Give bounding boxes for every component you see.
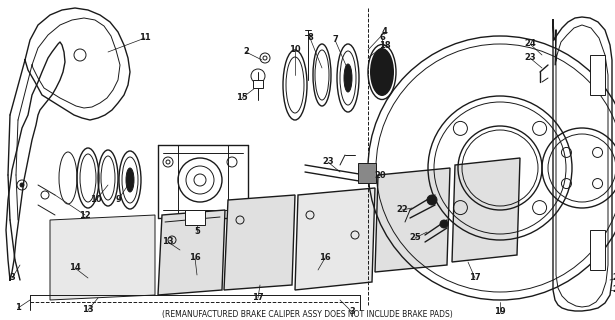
Bar — [590, 55, 605, 95]
Ellipse shape — [372, 51, 392, 93]
Polygon shape — [452, 158, 520, 262]
Text: 2: 2 — [243, 47, 249, 57]
Text: 16: 16 — [319, 253, 331, 262]
Polygon shape — [224, 195, 295, 290]
Text: 22: 22 — [396, 205, 408, 214]
Text: 5: 5 — [194, 228, 200, 236]
Bar — [185, 210, 205, 225]
Text: 16: 16 — [189, 253, 201, 262]
Text: 9: 9 — [115, 196, 121, 204]
Text: 23: 23 — [322, 157, 334, 166]
Ellipse shape — [126, 168, 134, 192]
Text: 4: 4 — [382, 28, 388, 36]
Ellipse shape — [370, 48, 394, 96]
Text: 17: 17 — [252, 293, 264, 302]
Bar — [358, 163, 376, 183]
Bar — [592, 58, 603, 92]
Text: 21: 21 — [612, 285, 615, 294]
Polygon shape — [295, 188, 375, 290]
Ellipse shape — [344, 64, 352, 92]
Text: 10: 10 — [289, 45, 301, 54]
Circle shape — [440, 220, 448, 228]
Text: 13: 13 — [82, 306, 94, 315]
Text: 17: 17 — [469, 274, 481, 283]
Text: 11: 11 — [139, 34, 151, 43]
Bar — [592, 232, 603, 268]
Text: 13: 13 — [162, 237, 174, 246]
Circle shape — [427, 195, 437, 205]
Text: 3: 3 — [349, 308, 355, 316]
Text: 6: 6 — [379, 34, 385, 43]
Text: 12: 12 — [79, 211, 91, 220]
Text: 20: 20 — [612, 274, 615, 283]
Text: 19: 19 — [494, 308, 506, 316]
Text: 25: 25 — [409, 234, 421, 243]
Bar — [590, 230, 605, 270]
Text: 15: 15 — [236, 93, 248, 102]
Text: 7: 7 — [332, 36, 338, 44]
Text: 3: 3 — [9, 274, 15, 283]
Text: 1: 1 — [15, 303, 21, 313]
Text: 23: 23 — [524, 53, 536, 62]
Text: 10: 10 — [90, 196, 102, 204]
Polygon shape — [375, 168, 450, 272]
Circle shape — [20, 183, 24, 187]
Polygon shape — [50, 215, 155, 300]
Text: 8: 8 — [307, 34, 313, 43]
Bar — [253, 80, 263, 88]
Polygon shape — [158, 210, 225, 295]
Text: 20: 20 — [374, 171, 386, 180]
Text: (REMANUFACTURED BRAKE CALIPER ASSY DOES NOT INCLUDE BRAKE PADS): (REMANUFACTURED BRAKE CALIPER ASSY DOES … — [162, 310, 453, 319]
Text: 18: 18 — [379, 41, 391, 50]
Text: 14: 14 — [69, 263, 81, 273]
Text: 24: 24 — [524, 39, 536, 49]
